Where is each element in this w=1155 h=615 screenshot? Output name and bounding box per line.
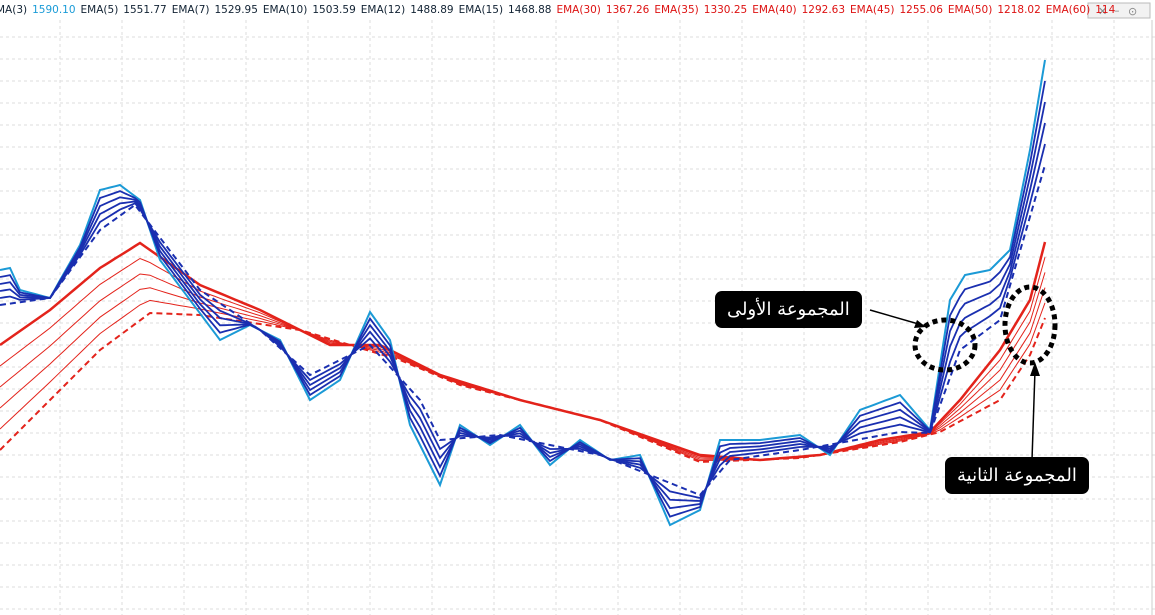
legend-label: EMA(35) [654, 4, 699, 16]
blue-line [0, 80, 1046, 518]
blue-line [0, 143, 1046, 500]
highlight-circle [1002, 284, 1058, 366]
legend-label: EMA(7) [171, 4, 210, 16]
legend: MA(3) 1590.10 EMA(5) 1551.77 EMA(7) 1529.95 EM… [0, 4, 1120, 16]
arrow-head [1030, 362, 1040, 376]
legend-value: 1468.88 [508, 4, 552, 16]
legend-value: 1590.10 [32, 4, 76, 16]
legend-label: MA(3) [0, 4, 28, 16]
legend-label: EMA(50) [947, 4, 993, 16]
window-buttons: ✕ – ⊙ [1087, 2, 1151, 19]
annotation: المجموعة الأولى [715, 291, 862, 328]
legend-value: 1488.89 [410, 4, 454, 16]
blue-line [0, 59, 1046, 527]
button-bar [1087, 2, 1151, 19]
legend-label: EMA(40) [752, 4, 797, 16]
close-button[interactable]: ✕ [1098, 5, 1107, 18]
legend-value: 1503.59 [312, 4, 356, 16]
legend-label: EMA(45) [850, 4, 895, 16]
legend-value: 1529.95 [214, 4, 258, 16]
arrow-head [914, 320, 926, 328]
legend-label: EMA(5) [80, 4, 119, 16]
legend-value: 1255.06 [899, 4, 943, 16]
annotation: المجموعة الثانية [945, 457, 1089, 494]
legend-value: 1330.25 [703, 4, 748, 16]
legend-label: EMA(60) [1045, 4, 1091, 16]
legend-value: 114 [1095, 4, 1116, 16]
legend-label: EMA(30) [556, 4, 601, 16]
minimize-button[interactable]: – [1114, 4, 1120, 17]
blue-line [0, 122, 1046, 502]
arrow [869, 309, 923, 326]
legend-value: 1551.77 [123, 4, 167, 16]
grid [0, 20, 1155, 615]
moving-averages [0, 59, 1047, 527]
blue-line [0, 101, 1046, 510]
legend-value: 1292.63 [801, 4, 846, 16]
legend-value: 1218.02 [997, 4, 1041, 16]
settings-button[interactable]: ⊙ [1128, 5, 1137, 18]
arrow [1031, 369, 1036, 461]
legend-label: EMA(12) [360, 4, 406, 16]
legend-label: EMA(15) [458, 4, 504, 16]
red-line [0, 299, 1046, 462]
legend-value: 1367.26 [605, 4, 650, 16]
highlight-circle [912, 317, 978, 373]
legend-label: EMA(10) [262, 4, 308, 16]
blue-line [0, 164, 1046, 497]
